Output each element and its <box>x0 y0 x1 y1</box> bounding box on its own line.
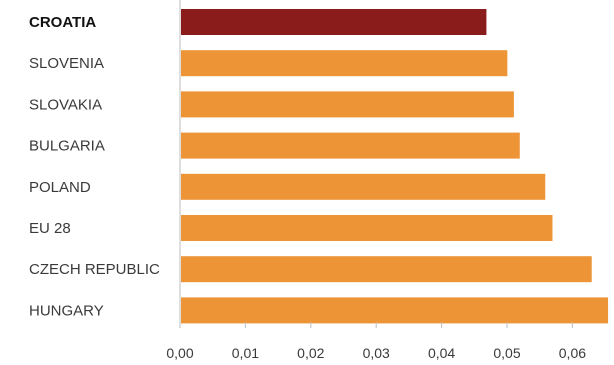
category-label: POLAND <box>29 179 91 196</box>
category-label: SLOVENIA <box>29 55 104 72</box>
x-tick-label: 0,05 <box>493 345 520 361</box>
bar-hungary <box>181 297 609 324</box>
bar-czech-republic <box>181 256 592 283</box>
x-tick-label: 0,03 <box>363 345 390 361</box>
category-label: HUNGARY <box>29 302 104 319</box>
bar-slovakia <box>181 91 514 118</box>
bar-eu-28 <box>181 215 553 241</box>
category-label: CROATIA <box>29 14 96 31</box>
x-tick-label: 0,04 <box>428 345 455 361</box>
category-label: EU 28 <box>29 220 71 237</box>
x-tick-label: 0,06 <box>559 345 586 361</box>
x-tick-label: 0,01 <box>232 345 259 361</box>
bar-croatia <box>181 9 487 35</box>
category-label: SLOVAKIA <box>29 96 102 113</box>
category-label: CZECH REPUBLIC <box>29 261 160 278</box>
category-label: BULGARIA <box>29 138 105 155</box>
x-tick-label: 0,02 <box>297 345 324 361</box>
x-tick-label: 0,00 <box>166 345 193 361</box>
bar-bulgaria <box>181 132 520 159</box>
bar-slovenia <box>181 50 508 77</box>
bar-poland <box>181 173 546 200</box>
